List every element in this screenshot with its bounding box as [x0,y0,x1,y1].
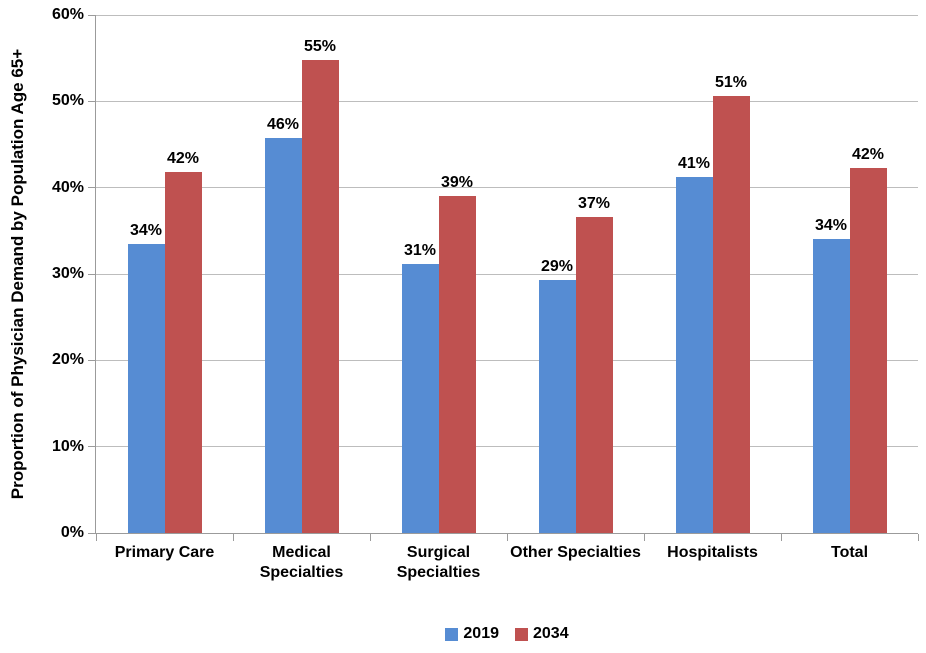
legend-swatch-2019 [445,627,459,641]
bar-2019 [127,243,165,533]
bar-2034 [712,96,750,533]
legend-label-2019: 2019 [463,625,499,642]
y-tick-mark [88,14,95,16]
gridline [96,446,918,448]
bar-2034 [849,167,887,533]
x-category-label: Primary Care [114,544,215,561]
bar-2019 [812,238,850,533]
y-tick-label: 0% [60,524,84,541]
y-tick-label: 10% [51,437,84,455]
y-tick-mark [88,273,95,275]
bar-2034 [438,196,476,533]
legend-label-2034: 2034 [533,625,569,642]
x-tick-mark [643,534,645,541]
value-label: 29% [540,258,574,276]
legend-item-2034: 2034 [515,625,569,643]
x-tick-mark [506,534,508,541]
gridline [96,359,918,361]
y-tick-mark [88,359,95,361]
value-label: 31% [403,241,437,259]
bar-2034 [301,59,339,533]
bar-2019 [538,280,576,533]
x-tick-mark [780,534,782,541]
y-tick-label: 20% [51,351,84,369]
value-label: 34% [129,221,163,239]
legend-item-2019: 2019 [445,625,499,643]
bar-2019 [675,177,713,533]
x-tick-mark [369,534,371,541]
x-axis-line [95,533,918,534]
bar-2034 [575,217,613,533]
x-category-label: Total [830,544,869,561]
y-tick-label: 50% [51,92,84,110]
y-tick-label: 30% [51,265,84,282]
y-axis-tick-labels: 0% 10% 20% 30% 40% 50% 60% [0,6,84,541]
value-label: 42% [851,145,885,163]
y-axis-line [95,15,96,533]
x-tick-mark [95,534,97,541]
gridline [96,14,918,16]
value-label: 34% [814,216,848,234]
value-label: 37% [577,195,611,213]
y-tick-mark [88,532,95,534]
x-category-label: Hospitalists [667,544,758,561]
y-tick-label: 60% [51,6,84,23]
bar-2019 [401,263,439,533]
value-label: 46% [266,115,300,133]
plot-area: 34% 42% 46% 55% 31% 39% 29% 37% 41% 51% 34% 42% [88,14,919,541]
gridline [96,100,918,102]
value-label: 39% [440,174,474,192]
legend-swatch-2034 [515,627,528,641]
value-label: 51% [714,74,748,92]
x-tick-mark [917,534,919,541]
legend: 2019 2034 [96,625,918,643]
y-tick-mark [88,100,95,102]
bar-2034 [164,172,202,533]
gridline [96,187,918,189]
x-category-label: Surgical Specialties [396,544,481,581]
x-tick-mark [232,534,234,541]
value-label: 55% [303,37,337,55]
bar-2019 [264,137,302,533]
x-category-label: Other Specialties [510,544,641,561]
y-tick-mark [88,187,95,189]
y-tick-label: 40% [51,178,84,196]
value-label: 42% [166,150,200,168]
x-axis-category-labels: Primary Care Medical Specialties Surgical … [96,543,918,583]
y-tick-mark [88,446,95,448]
gridline [96,273,918,275]
value-label: 41% [677,155,711,173]
x-category-label: Medical Specialties [259,544,344,581]
